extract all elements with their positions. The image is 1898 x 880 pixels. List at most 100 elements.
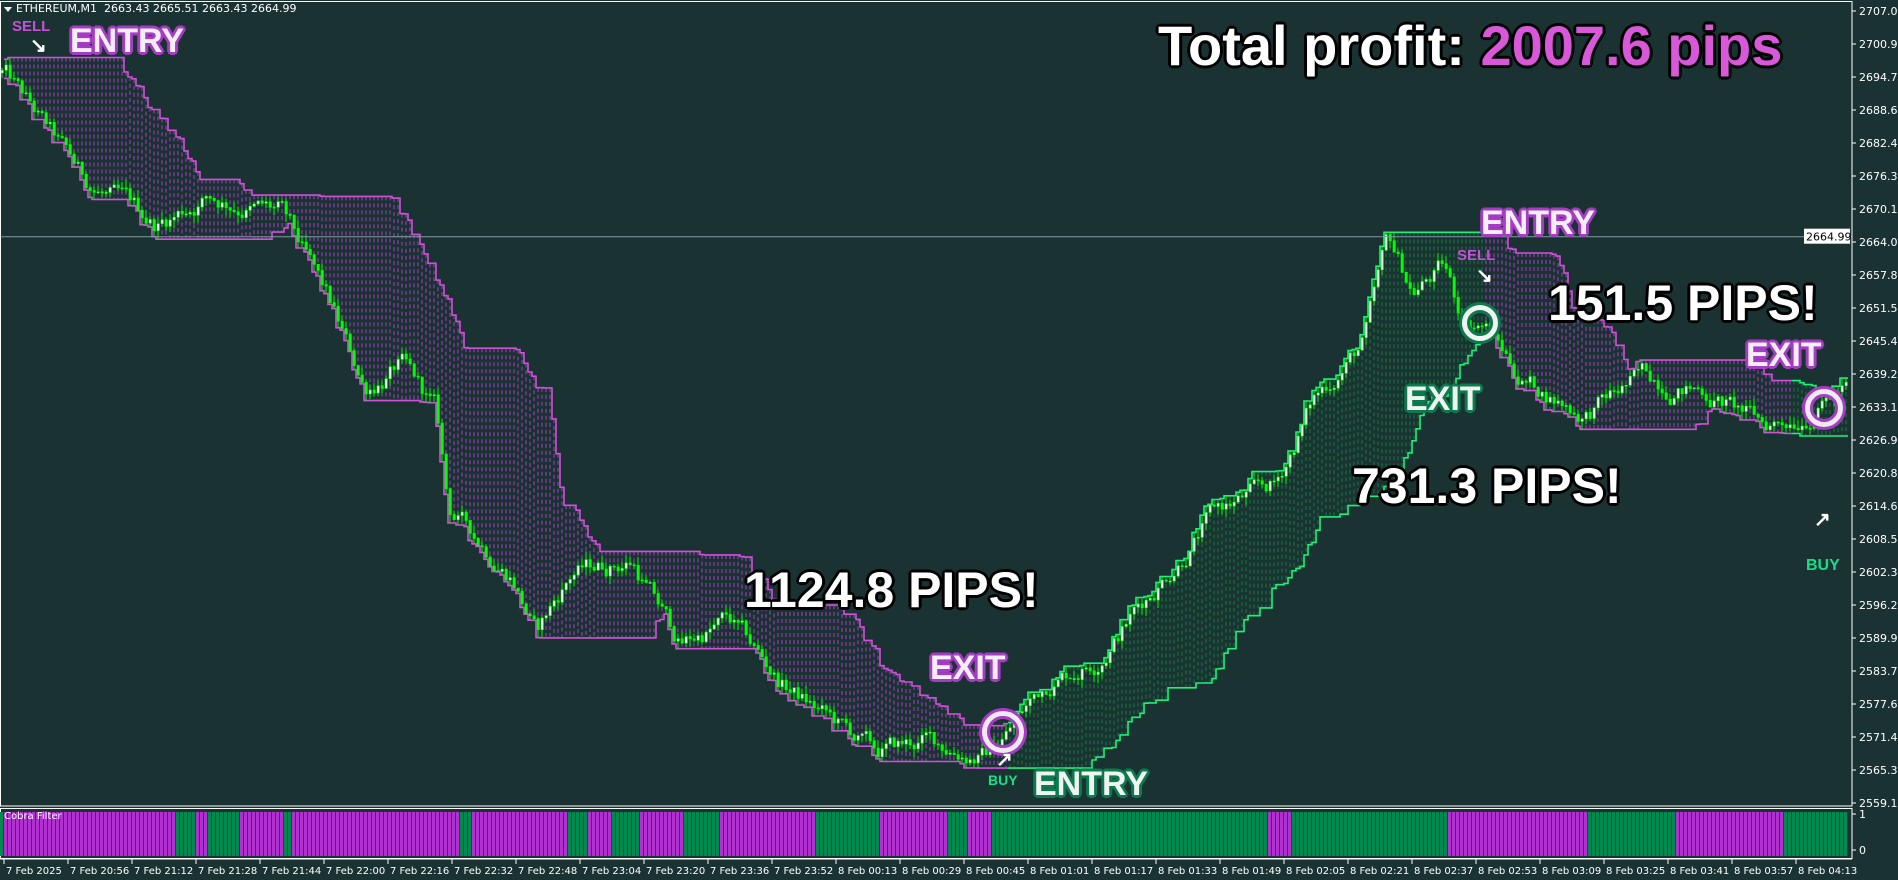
filter-bar	[1436, 812, 1440, 856]
candle-body	[1152, 598, 1156, 601]
filter-bar	[604, 812, 608, 856]
filter-bar	[1692, 812, 1696, 856]
candle	[492, 558, 496, 572]
exit-circle-marker	[982, 711, 1024, 753]
candle	[1032, 693, 1036, 704]
candle-body	[1292, 452, 1296, 455]
candle	[600, 555, 604, 571]
band-upper-line	[1484, 231, 1792, 382]
filter-bar	[32, 812, 36, 856]
filter-bar	[180, 812, 184, 856]
candle-body	[68, 144, 72, 155]
candle	[1372, 279, 1376, 306]
filter-bar	[672, 812, 676, 856]
candle	[1624, 384, 1628, 394]
candle	[184, 208, 188, 218]
candle	[1720, 396, 1724, 413]
filter-bar	[1472, 812, 1476, 856]
filter-bar	[1552, 812, 1556, 856]
filter-bar	[132, 812, 136, 856]
candle-body	[588, 559, 592, 568]
filter-bar	[1432, 812, 1436, 856]
filter-bar	[384, 812, 388, 856]
filter-bar	[136, 812, 140, 856]
candle	[1224, 495, 1228, 517]
candle-body	[864, 731, 868, 735]
candle	[984, 743, 988, 755]
candle-body	[812, 701, 816, 709]
filter-bar	[852, 812, 856, 856]
candle-body	[728, 614, 732, 623]
filter-bar	[380, 812, 384, 856]
candle-body	[1448, 268, 1452, 278]
candle	[1612, 386, 1616, 398]
filter-bar	[392, 812, 396, 856]
filter-bar	[844, 812, 848, 856]
filter-bar	[1428, 812, 1432, 856]
filter-bar	[1824, 812, 1828, 856]
candle	[1100, 663, 1104, 679]
candle	[168, 214, 172, 233]
candle	[980, 743, 984, 761]
candle-body	[752, 643, 756, 646]
filter-bar	[408, 812, 412, 856]
candle-body	[792, 687, 796, 693]
candle	[372, 383, 376, 397]
candle	[912, 744, 916, 758]
filter-bar	[1344, 812, 1348, 856]
filter-bar	[1820, 812, 1824, 856]
filter-bar	[396, 812, 400, 856]
filter-bar	[1044, 812, 1048, 856]
candle	[1088, 664, 1092, 675]
current-price-label: 2664.99	[1806, 231, 1852, 244]
filter-bar	[1760, 812, 1764, 856]
filter-bar	[1588, 812, 1592, 856]
candle-body	[1800, 425, 1804, 431]
filter-bar	[1188, 812, 1192, 856]
candle	[116, 179, 120, 192]
filter-bar	[120, 812, 124, 856]
candle-body	[1324, 386, 1328, 391]
candle	[480, 540, 484, 553]
candle	[1440, 254, 1444, 268]
candle	[1760, 414, 1764, 428]
candle	[620, 562, 624, 577]
filter-bar	[1036, 812, 1040, 856]
filter-bar	[88, 812, 92, 856]
candle	[1424, 277, 1428, 284]
candle-body	[324, 284, 328, 287]
collapse-triangle-icon[interactable]	[4, 6, 12, 12]
candle	[256, 200, 260, 206]
candle-body	[1540, 391, 1544, 397]
candle-body	[788, 689, 792, 693]
candle-body	[896, 740, 900, 747]
candle	[1064, 666, 1068, 686]
filter-bar	[96, 812, 100, 856]
candle-body	[956, 754, 960, 760]
candle-body	[580, 565, 584, 568]
filter-bar	[1172, 812, 1176, 856]
x-tick-label: 7 Feb 22:00	[326, 866, 385, 877]
candle	[392, 365, 396, 376]
candle	[340, 315, 344, 331]
x-tick-label: 8 Feb 00:13	[838, 866, 897, 877]
filter-bar	[1352, 812, 1356, 856]
filter-bar	[140, 812, 144, 856]
candle	[484, 544, 488, 560]
filter-bar	[1156, 812, 1160, 856]
filter-bar	[448, 812, 452, 856]
candle-body	[56, 134, 60, 137]
candle-body	[1760, 417, 1764, 423]
filter-bar	[588, 812, 592, 856]
candle	[884, 739, 888, 757]
filter-bar	[500, 812, 504, 856]
candle-body	[768, 666, 772, 675]
x-tick-label: 8 Feb 02:53	[1478, 866, 1537, 877]
candle-body	[1048, 694, 1052, 697]
candle-body	[268, 201, 272, 208]
candle-body	[936, 743, 940, 746]
filter-bar	[148, 812, 152, 856]
filter-bar	[748, 812, 752, 856]
filter-bar	[992, 812, 996, 856]
